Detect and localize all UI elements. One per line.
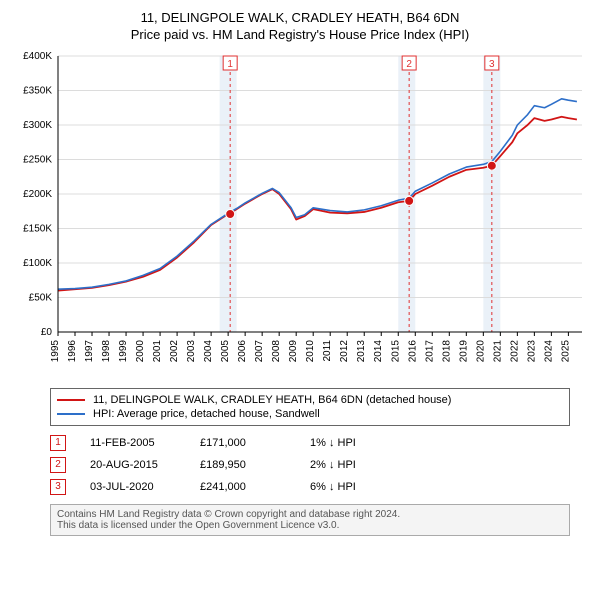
footer-attribution: Contains HM Land Registry data © Crown c… <box>50 504 570 536</box>
transaction-marker-box: 3 <box>50 479 66 495</box>
svg-text:2003: 2003 <box>186 339 197 362</box>
legend-item: 11, DELINGPOLE WALK, CRADLEY HEATH, B64 … <box>57 393 563 407</box>
title-line-1: 11, DELINGPOLE WALK, CRADLEY HEATH, B64 … <box>10 10 590 27</box>
svg-text:2: 2 <box>406 59 412 70</box>
svg-text:£300K: £300K <box>23 120 52 131</box>
svg-text:2021: 2021 <box>492 339 503 362</box>
transaction-price: £171,000 <box>200 437 310 449</box>
svg-text:2010: 2010 <box>305 339 316 362</box>
svg-text:2012: 2012 <box>339 339 350 362</box>
transaction-hpi-delta: 1% ↓ HPI <box>310 437 356 449</box>
svg-text:£0: £0 <box>41 327 53 338</box>
chart-title: 11, DELINGPOLE WALK, CRADLEY HEATH, B64 … <box>10 10 590 44</box>
svg-text:2025: 2025 <box>560 339 571 362</box>
transaction-date: 03-JUL-2020 <box>90 481 200 493</box>
svg-text:2007: 2007 <box>254 339 265 362</box>
transaction-marker-box: 2 <box>50 457 66 473</box>
svg-text:2001: 2001 <box>152 339 163 362</box>
footer-line-2: This data is licensed under the Open Gov… <box>57 520 563 531</box>
svg-text:1997: 1997 <box>84 339 95 362</box>
svg-text:2004: 2004 <box>203 339 214 362</box>
legend-swatch <box>57 399 85 401</box>
price-chart: £0 £50K £100K £150K £200K £250K £300K £350K £400… <box>10 50 590 380</box>
svg-text:£400K: £400K <box>23 51 52 62</box>
svg-text:2018: 2018 <box>441 339 452 362</box>
svg-text:2022: 2022 <box>509 339 520 362</box>
svg-text:1998: 1998 <box>101 339 112 362</box>
transaction-date: 20-AUG-2015 <box>90 459 200 471</box>
svg-text:2008: 2008 <box>271 339 282 362</box>
svg-text:2023: 2023 <box>526 339 537 362</box>
legend-label: HPI: Average price, detached house, Sand… <box>93 408 320 420</box>
svg-text:2020: 2020 <box>475 339 486 362</box>
svg-text:2014: 2014 <box>373 339 384 362</box>
footer-line-1: Contains HM Land Registry data © Crown c… <box>57 509 563 520</box>
svg-text:1999: 1999 <box>118 339 129 362</box>
svg-text:2009: 2009 <box>288 339 299 362</box>
transaction-date: 11-FEB-2005 <box>90 437 200 449</box>
svg-text:2016: 2016 <box>407 339 418 362</box>
svg-text:2005: 2005 <box>220 339 231 362</box>
svg-text:2002: 2002 <box>169 339 180 362</box>
legend-label: 11, DELINGPOLE WALK, CRADLEY HEATH, B64 … <box>93 394 451 406</box>
legend: 11, DELINGPOLE WALK, CRADLEY HEATH, B64 … <box>50 388 570 426</box>
svg-text:1995: 1995 <box>50 339 61 362</box>
svg-text:£200K: £200K <box>23 189 52 200</box>
svg-text:£150K: £150K <box>23 223 52 234</box>
transactions-table: 1 11-FEB-2005£171,0001% ↓ HPI 2 20-AUG-2015… <box>50 432 570 498</box>
svg-text:1: 1 <box>227 59 233 70</box>
svg-text:2024: 2024 <box>543 339 554 362</box>
title-line-2: Price paid vs. HM Land Registry's House … <box>10 27 590 44</box>
transaction-row: 2 20-AUG-2015£189,9502% ↓ HPI <box>50 454 570 476</box>
svg-text:2019: 2019 <box>458 339 469 362</box>
svg-text:2000: 2000 <box>135 339 146 362</box>
transaction-hpi-delta: 6% ↓ HPI <box>310 481 356 493</box>
transaction-price: £241,000 <box>200 481 310 493</box>
svg-text:2017: 2017 <box>424 339 435 362</box>
svg-text:£250K: £250K <box>23 154 52 165</box>
transaction-row: 1 11-FEB-2005£171,0001% ↓ HPI <box>50 432 570 454</box>
svg-text:3: 3 <box>489 59 495 70</box>
svg-text:2006: 2006 <box>237 339 248 362</box>
transaction-hpi-delta: 2% ↓ HPI <box>310 459 356 471</box>
svg-text:£100K: £100K <box>23 258 52 269</box>
svg-text:2015: 2015 <box>390 339 401 362</box>
svg-text:2013: 2013 <box>356 339 367 362</box>
legend-item: HPI: Average price, detached house, Sand… <box>57 407 563 421</box>
legend-swatch <box>57 413 85 415</box>
svg-text:£50K: £50K <box>29 292 53 303</box>
transaction-price: £189,950 <box>200 459 310 471</box>
svg-text:£350K: £350K <box>23 85 52 96</box>
svg-text:2011: 2011 <box>322 339 333 361</box>
transaction-row: 3 03-JUL-2020£241,0006% ↓ HPI <box>50 476 570 498</box>
transaction-marker-box: 1 <box>50 435 66 451</box>
svg-text:1996: 1996 <box>67 339 78 362</box>
